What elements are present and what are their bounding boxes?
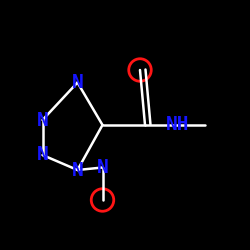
Text: N: N xyxy=(72,73,84,92)
Text: N: N xyxy=(96,158,108,177)
Text: N: N xyxy=(72,160,84,180)
Text: NH: NH xyxy=(166,116,189,134)
Text: N: N xyxy=(36,110,48,130)
Text: N: N xyxy=(36,146,48,165)
